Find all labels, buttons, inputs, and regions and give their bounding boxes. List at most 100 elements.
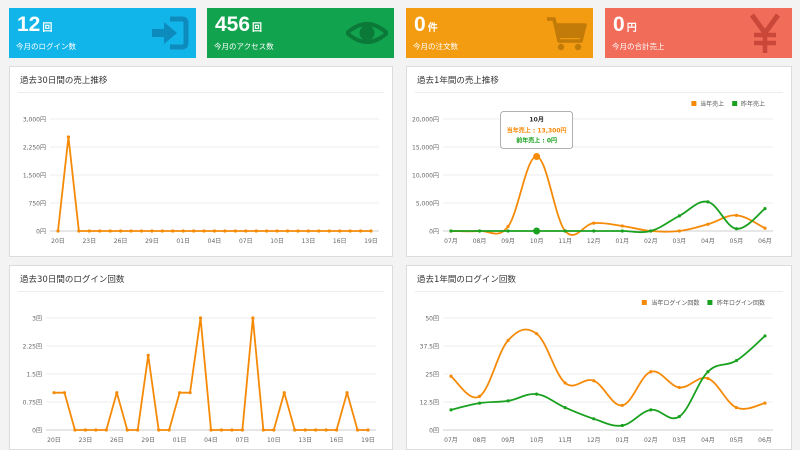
x-tick-label: 12月 [587, 437, 601, 444]
data-point [230, 428, 234, 432]
data-point [94, 428, 98, 432]
series-line [450, 328, 766, 410]
tooltip-previous: 前年売上 : 0円 [516, 137, 557, 145]
x-tick-label: 08月 [473, 437, 487, 444]
data-point [233, 229, 237, 233]
x-tick-label: 11月 [558, 238, 572, 245]
x-tick-label: 07月 [444, 238, 458, 245]
divider [18, 92, 384, 93]
x-tick-label: 19日 [361, 437, 375, 444]
x-tick-label: 29日 [141, 437, 155, 444]
x-tick-label: 23日 [82, 238, 96, 245]
x-tick-label: 26日 [114, 238, 128, 245]
yearly-login-chart-panel: 過去1年間のログイン回数 0回 12.5回 25回 37.5回 50回 07月 08月 09月… [406, 265, 792, 450]
data-point [649, 229, 653, 233]
x-tick-label: 10月 [530, 238, 544, 245]
data-point [178, 391, 182, 395]
daily-sales-chart-panel: 過去30日間の売上推移 0円 750円 1,500円 2,250円 3,000円 20日 2… [9, 66, 393, 257]
data-point [261, 428, 265, 432]
x-tick-label: 04月 [701, 238, 715, 245]
data-point [449, 374, 453, 378]
data-point [167, 428, 171, 432]
y-tick-label: 0回 [32, 428, 42, 435]
x-tick-label: 01月 [615, 238, 629, 245]
y-tick-label: 3回 [32, 316, 42, 323]
yearly-login-line-chart: 0回 12.5回 25回 37.5回 50回 07月 08月 09月 10月 11月 12月 01月 0… [420, 299, 773, 444]
data-point [324, 428, 328, 432]
data-point [83, 428, 87, 432]
data-point [317, 229, 321, 233]
data-point [293, 428, 297, 432]
y-tick-label: 37.5回 [420, 344, 439, 351]
legend-swatch [707, 300, 713, 305]
data-point [52, 391, 56, 395]
x-tick-label: 04月 [701, 437, 715, 444]
data-point [192, 229, 196, 233]
data-point [108, 229, 112, 233]
daily-login-line-chart: 0回 0.75回 1.5回 2.25回 3回 20日 23日 26日 29日 01日 04日 07日 1… [23, 316, 376, 444]
data-point [649, 408, 653, 412]
y-tick-label: 2.25回 [23, 344, 42, 351]
kpi-value: 456 回 [215, 13, 263, 36]
legend-label: 昨年売上 [741, 100, 765, 108]
tooltip-title: 10月 [529, 116, 544, 124]
data-point [763, 401, 767, 405]
x-tick-label: 03月 [673, 238, 687, 245]
data-point [763, 334, 767, 338]
data-point [706, 370, 710, 374]
x-tick-label: 02月 [644, 437, 658, 444]
data-point [535, 332, 539, 336]
login-count-card: 12 回 今月のログイン数 [9, 8, 196, 58]
data-point [157, 428, 161, 432]
y-tick-label: 15,000円 [412, 145, 439, 152]
x-tick-label: 06月 [758, 437, 772, 444]
data-point [706, 200, 710, 204]
x-tick-label: 07日 [239, 238, 253, 245]
data-point [240, 428, 244, 432]
data-point [139, 229, 144, 233]
data-point [677, 229, 681, 233]
data-point [181, 229, 185, 233]
data-point [265, 229, 269, 233]
data-point [98, 229, 102, 233]
tooltip-box [500, 111, 574, 149]
kpi-label: 今月のログイン数 [16, 42, 76, 51]
data-point [734, 227, 739, 231]
y-tick-label: 750円 [29, 201, 46, 208]
data-point [223, 229, 227, 233]
data-point [335, 428, 339, 432]
x-tick-label: 01月 [615, 437, 629, 444]
data-point [209, 428, 213, 432]
data-point [355, 428, 360, 432]
x-tick-label: 20日 [51, 238, 65, 245]
series-line [450, 335, 766, 427]
y-tick-label: 1,500円 [23, 173, 46, 180]
legend-swatch [732, 101, 738, 106]
x-tick-label: 03月 [673, 437, 687, 444]
series-line [451, 200, 766, 234]
data-point [171, 229, 175, 233]
x-tick-label: 23日 [79, 437, 93, 444]
data-point [285, 229, 290, 233]
data-point [314, 428, 318, 432]
x-tick-label: 07日 [236, 437, 250, 444]
x-tick-label: 29日 [145, 238, 159, 245]
data-point [202, 229, 206, 233]
data-point [677, 214, 681, 218]
data-point [677, 385, 681, 390]
data-point [56, 229, 60, 233]
data-point [275, 229, 279, 233]
x-tick-label: 10月 [530, 437, 544, 444]
daily-sales-line-chart: 0円 750円 1,500円 2,250円 3,000円 20日 23日 26日 29日 01日 0… [23, 117, 379, 245]
data-point [620, 403, 624, 407]
data-point [303, 428, 307, 432]
y-tick-label: 0円 [36, 229, 46, 236]
x-tick-label: 04日 [208, 238, 222, 245]
x-tick-label: 16日 [330, 437, 344, 444]
data-point [366, 428, 370, 432]
data-point [706, 376, 710, 381]
kpi-label: 今月の注文数 [413, 42, 458, 51]
tooltip-current: 当年売上 : 13,300円 [507, 127, 567, 135]
